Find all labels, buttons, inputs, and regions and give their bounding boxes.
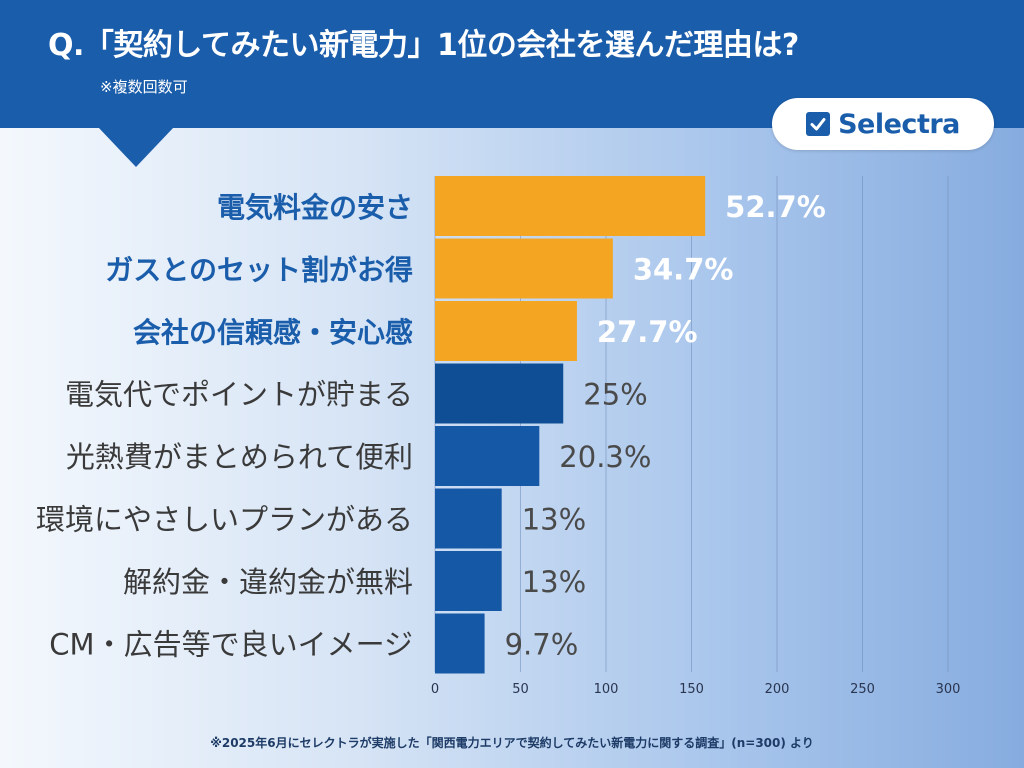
x-tick-label: 0	[431, 682, 439, 697]
value-label: 34.7%	[633, 253, 734, 287]
x-tick-label: 200	[765, 682, 790, 697]
category-label: 環境にやさしいプランがある	[36, 503, 413, 537]
bar	[435, 363, 564, 424]
category-label: 光熱費がまとめられて便利	[66, 440, 413, 474]
category-label: 会社の信頼感・安心感	[133, 316, 413, 349]
bar	[435, 551, 502, 611]
bar	[435, 301, 577, 361]
survey-footnote: ※2025年6月にセレクトラが実施した「関西電力エリアで契約してみたい新電力に関…	[210, 736, 814, 750]
bar	[435, 238, 613, 299]
value-label: 27.7%	[597, 315, 698, 349]
bar	[435, 426, 540, 486]
x-tick-label: 300	[936, 682, 961, 697]
category-label: 解約金・違約金が無料	[123, 565, 413, 599]
selectra-logo: Selectra	[772, 98, 994, 150]
value-label: 20.3%	[559, 440, 651, 474]
category-label: ガスとのセット割がお得	[105, 254, 413, 287]
value-label: 9.7%	[505, 628, 579, 662]
value-label: 13%	[522, 503, 586, 537]
category-label: CM・広告等で良いイメージ	[49, 628, 413, 662]
bar	[435, 613, 485, 674]
bar	[435, 488, 502, 549]
logo-text: Selectra	[838, 108, 960, 140]
category-label: 電気料金の安さ	[217, 191, 413, 224]
x-tick-label: 50	[512, 682, 529, 697]
value-label: 52.7%	[725, 190, 826, 224]
category-label: 電気代でポイントが貯まる	[65, 378, 413, 412]
header-pointer	[98, 127, 174, 167]
checkbox-check-icon	[806, 112, 831, 136]
bar-chart: 0 50 100 150 200 250 300 電気料金の安さ 52.7% ガスとのセット割がお…	[36, 176, 961, 697]
x-tick-label: 150	[679, 682, 704, 697]
value-label: 13%	[522, 565, 586, 599]
x-tick-label: 100	[594, 682, 619, 697]
bar	[435, 176, 706, 236]
x-tick-label: 250	[850, 682, 875, 697]
value-label: 25%	[583, 378, 647, 412]
question-title: Q.「契約してみたい新電力」1位の会社を選んだ理由は?	[48, 28, 799, 63]
multiple-answers-note: ※複数回数可	[100, 78, 188, 96]
